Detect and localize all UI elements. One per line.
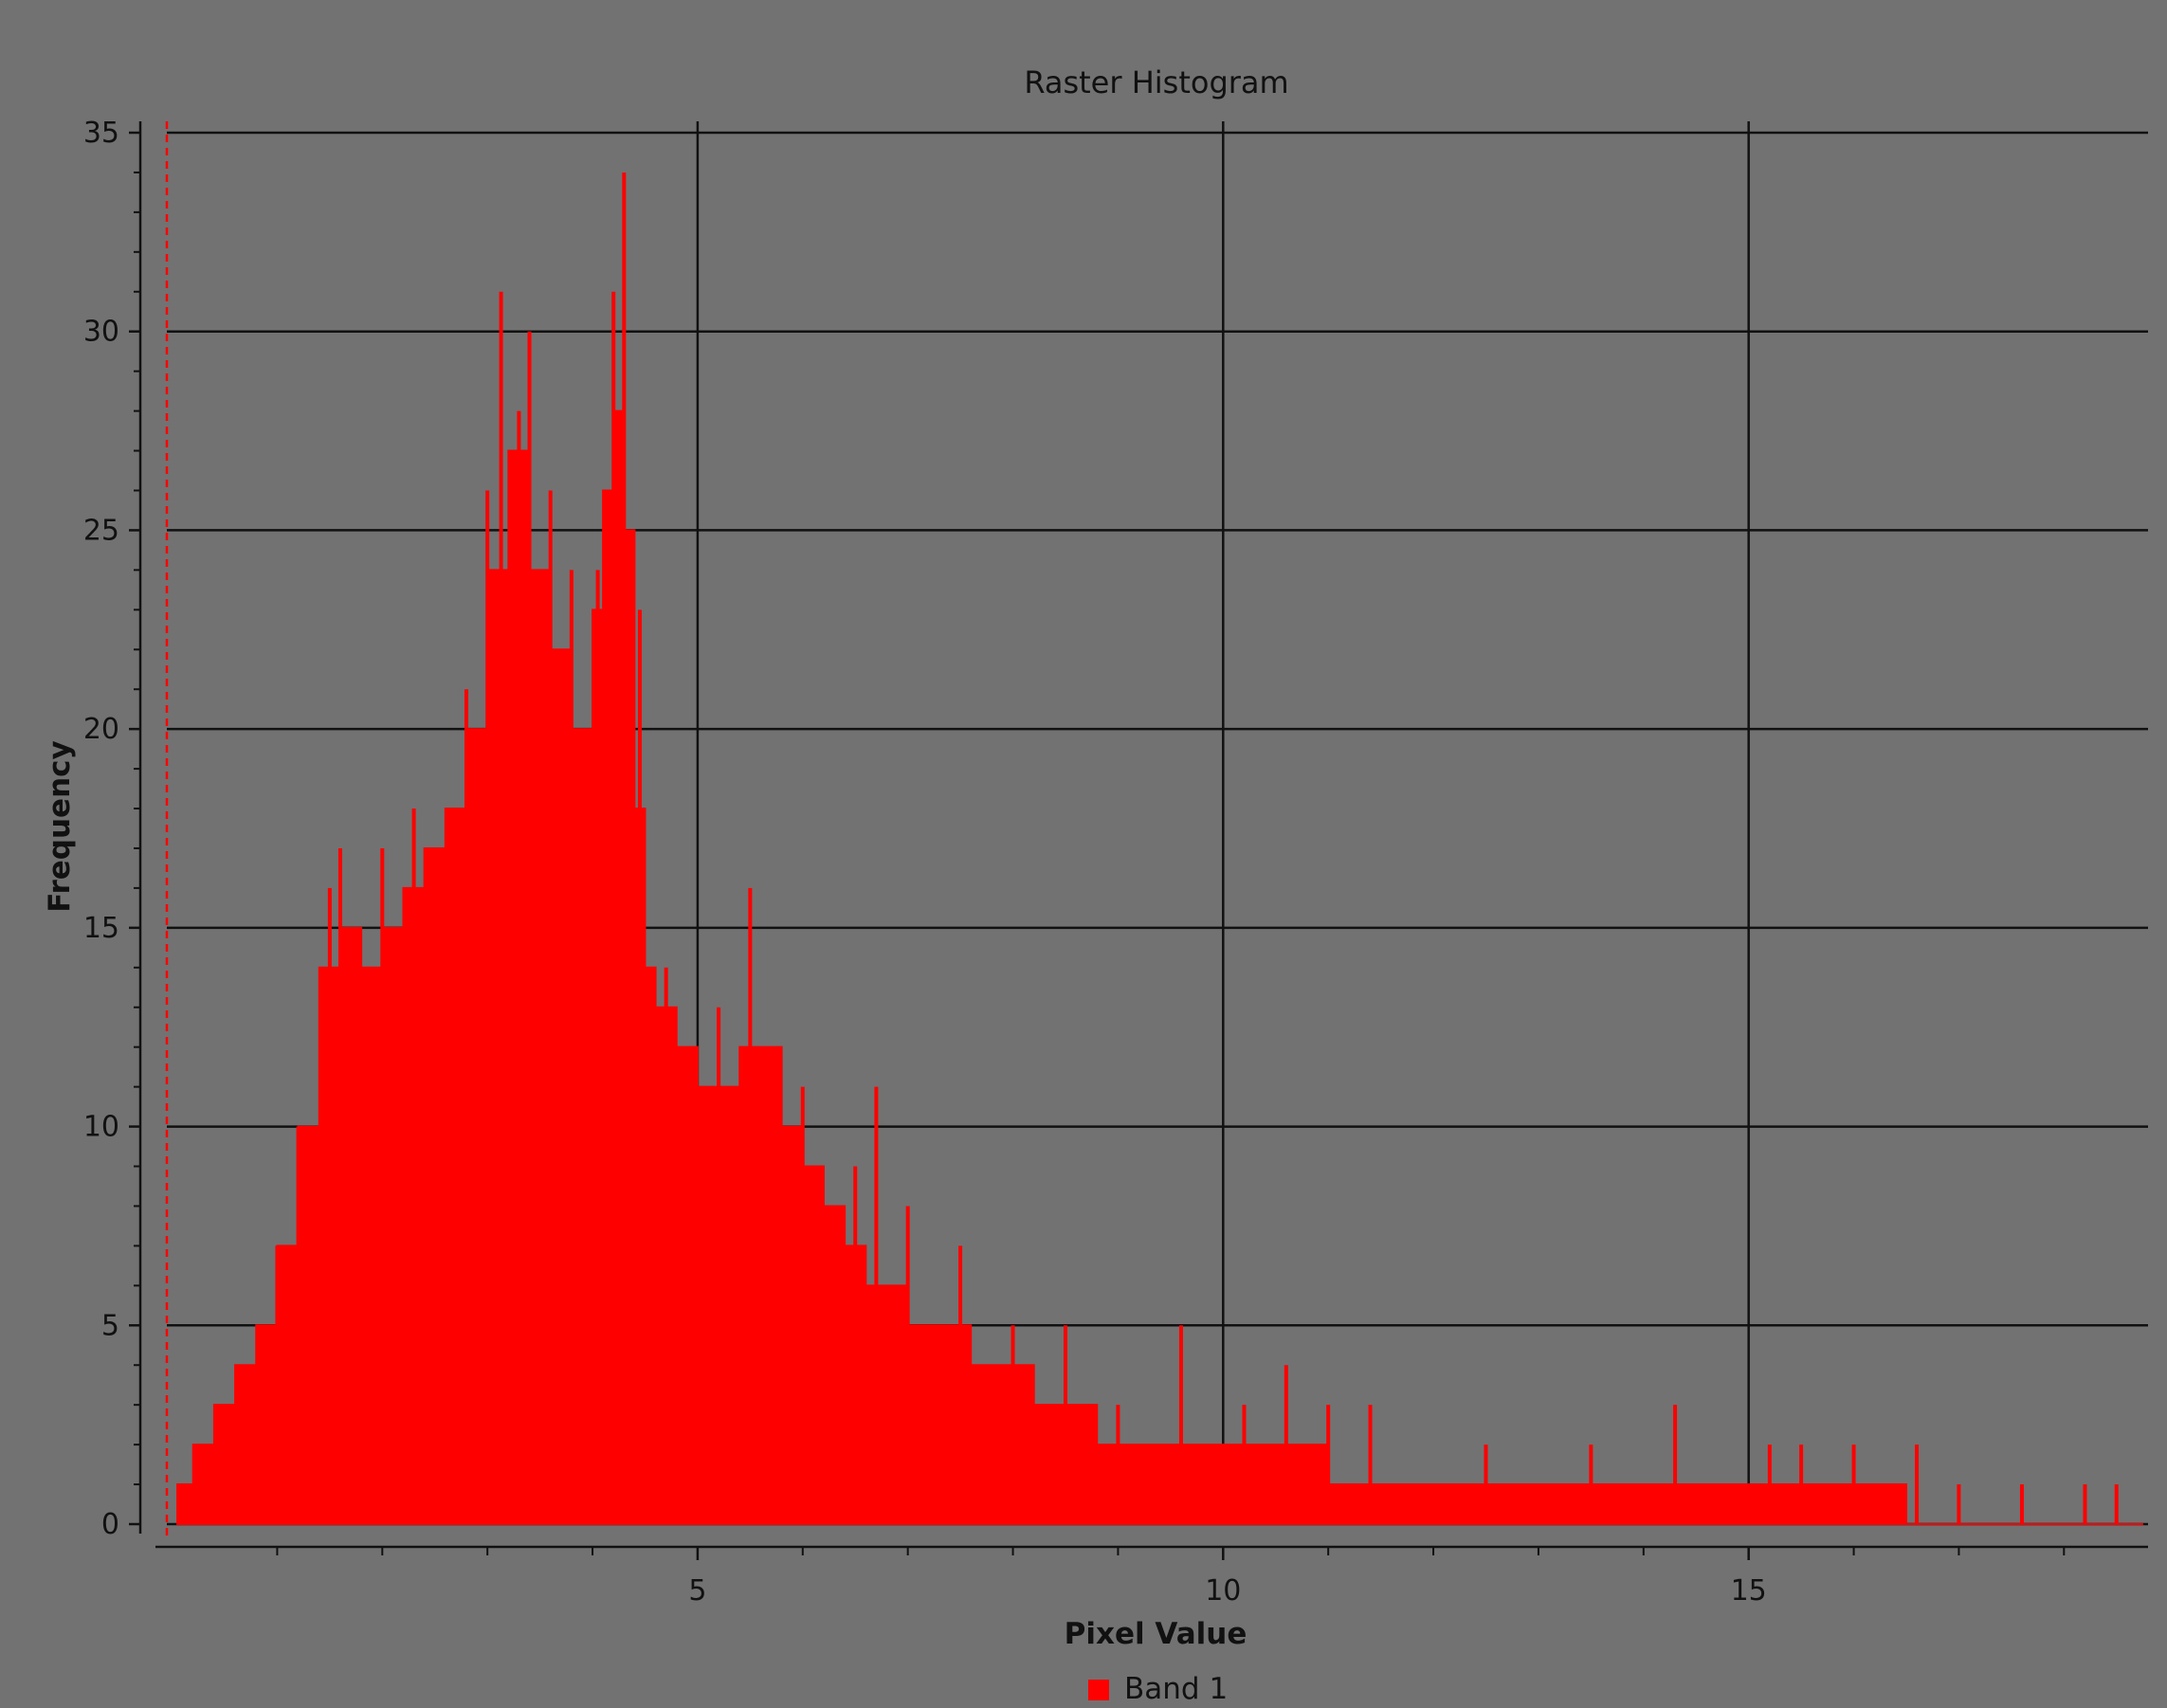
y-axis-title: Frequency xyxy=(43,740,77,912)
y-tick-label: 30 xyxy=(83,316,119,349)
histogram-area xyxy=(176,409,2143,1525)
legend: Band 1 xyxy=(1088,1672,1228,1706)
legend-swatch xyxy=(1088,1680,1109,1700)
y-axis-ticks: 0 5 10 15 20 25 30 35 xyxy=(83,117,140,1541)
y-tick-label: 0 xyxy=(101,1508,119,1541)
y-tick-label: 35 xyxy=(83,117,119,150)
y-tick-label: 25 xyxy=(83,514,119,547)
y-tick-label: 5 xyxy=(101,1309,119,1342)
y-tick-label: 15 xyxy=(83,912,119,945)
x-axis-title: Pixel Value xyxy=(1065,1617,1247,1651)
histogram-bars xyxy=(165,121,2143,1535)
x-tick-label: 5 xyxy=(688,1574,706,1608)
y-tick-label: 10 xyxy=(83,1111,119,1144)
legend-label: Band 1 xyxy=(1124,1672,1228,1706)
y-tick-label: 20 xyxy=(83,713,119,746)
x-tick-label: 10 xyxy=(1205,1574,1241,1608)
x-tick-label: 15 xyxy=(1731,1574,1767,1608)
x-axis-ticks: 5 10 15 xyxy=(276,1547,2066,1608)
chart-title: Raster Histogram xyxy=(1024,64,1288,100)
